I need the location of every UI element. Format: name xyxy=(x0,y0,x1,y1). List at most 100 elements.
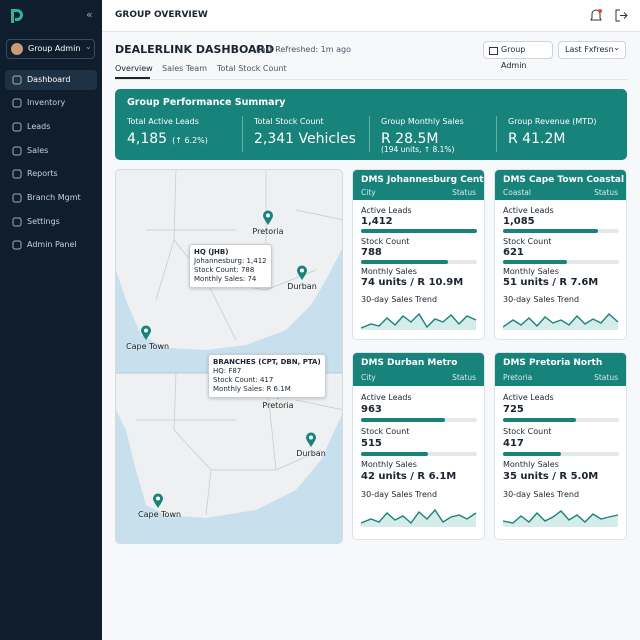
metric-value: 51 units / R 7.6M xyxy=(503,277,599,288)
metric-label: Stock Count xyxy=(503,426,552,436)
nav-item[interactable]: Sales xyxy=(5,141,97,161)
nav-item[interactable]: Branch Mgmt xyxy=(5,188,97,208)
branch-name: DMS Cape Town Coastal xyxy=(503,175,625,185)
map-pin[interactable] xyxy=(296,265,308,281)
progress-fill xyxy=(503,260,567,264)
separator xyxy=(496,116,497,152)
nav-label: Branch Mgmt xyxy=(27,193,81,202)
tooltip: BRANCHES (CPT, DBN, PTA) HQ: F87 Stock Cou… xyxy=(208,354,326,398)
user-select[interactable]: Group Admin ⌄ xyxy=(6,39,95,59)
pin-wrap xyxy=(152,493,164,513)
tooltip-title: HQ (JHB) xyxy=(194,248,229,256)
trend-label: 30-day Sales Trend xyxy=(361,490,438,500)
progress-fill xyxy=(361,417,445,422)
nav-item[interactable]: Leads xyxy=(5,117,97,137)
metric-label: Active Leads xyxy=(503,206,554,215)
progress-track xyxy=(503,451,619,456)
metric-change: (↑ 6.2%) xyxy=(172,136,208,145)
branch-type: City xyxy=(361,372,376,382)
tooltip-line: Stock Count: 788 xyxy=(194,266,255,274)
refresh-dropdown[interactable]: Last Fxfresn ⌄ xyxy=(558,41,626,59)
metric-value: 42 units / R 6.1M xyxy=(361,470,457,482)
nav-item[interactable]: Inventory xyxy=(5,93,97,113)
nav-icon xyxy=(12,169,22,179)
tooltip-title: BRANCHES (CPT, DBN, PTA) xyxy=(213,358,321,366)
collapse[interactable]: « xyxy=(86,8,93,21)
nav-label: Dashboard xyxy=(27,75,71,84)
nav-icon xyxy=(12,146,22,156)
card-header: DMS Pretoria North Pretoria Status xyxy=(495,353,626,386)
summary-card: Group Performance Summary Total Active L… xyxy=(115,89,627,160)
sparkline xyxy=(503,509,619,527)
metric-value: 963 xyxy=(361,403,382,415)
branch-name: DMS Pretoria North xyxy=(503,358,603,369)
nav-icon xyxy=(12,122,22,132)
branch-type: Pretoria xyxy=(503,372,533,382)
nav-item[interactable]: Reports xyxy=(5,164,97,184)
group-button[interactable]: Group Admin xyxy=(483,41,553,70)
logo xyxy=(11,9,23,23)
sparkline xyxy=(361,508,477,527)
metric-label: Total Stock Count xyxy=(254,117,324,126)
metric-value: 4,185 (↑ 6.2%) xyxy=(127,128,208,147)
metric-number: 4,185 xyxy=(127,131,168,147)
tab[interactable]: Overview xyxy=(115,64,153,73)
metric-label: Total Active Leads xyxy=(127,117,199,126)
tooltip-line: Monthly Sales: R 6.1M xyxy=(213,385,291,393)
branch-status: Status xyxy=(594,188,618,197)
user-name: Group Admin xyxy=(28,44,81,53)
nav-label: Admin Panel xyxy=(27,240,77,249)
pin-wrap xyxy=(140,325,152,345)
avatar xyxy=(11,43,23,55)
branch-name: DMS Johannesburg Central xyxy=(361,175,485,185)
metric-value: R 41.2M xyxy=(508,128,565,147)
metric-label: Monthly Sales xyxy=(361,267,417,276)
map-pin[interactable] xyxy=(140,325,152,341)
nav-item[interactable]: Settings xyxy=(5,212,97,232)
tab[interactable]: Total Stock Count xyxy=(217,64,287,73)
branch-status: Status xyxy=(594,372,618,382)
map-label: Pretoria xyxy=(262,401,294,410)
trend-label: 30-day Sales Trend xyxy=(361,295,438,304)
map-pin[interactable] xyxy=(152,493,164,509)
metric-value: 725 xyxy=(503,403,524,415)
pin-wrap xyxy=(262,210,274,230)
sidebar: « Group Admin ⌄ Dashboard Inventory Leads S… xyxy=(0,0,102,640)
progress-fill xyxy=(503,417,577,422)
nav-label: Settings xyxy=(27,217,60,226)
nav-item[interactable]: Admin Panel xyxy=(5,235,97,255)
branch-type: City xyxy=(361,188,376,197)
pin-wrap xyxy=(305,432,317,452)
metric-value: 621 xyxy=(503,247,524,258)
button-label: Group Admin xyxy=(501,45,527,70)
sparkline xyxy=(503,313,619,330)
progress-track xyxy=(361,229,477,233)
tab[interactable]: Sales Team xyxy=(162,64,207,73)
logout[interactable] xyxy=(615,9,628,22)
map-label: Cape Town xyxy=(138,510,182,519)
progress-fill xyxy=(503,451,561,456)
branch-name: DMS Durban Metro xyxy=(361,358,458,369)
metric-change: (194 units, ↑ 8.1%) xyxy=(381,145,455,154)
summary-title: Group Performance Summary xyxy=(127,97,286,108)
nav-icon xyxy=(12,98,22,108)
metric-label: Stock Count xyxy=(361,426,410,436)
nav-item[interactable]: Dashboard xyxy=(5,70,97,90)
map-label: Durban xyxy=(296,449,326,458)
progress-track xyxy=(361,451,477,456)
bell[interactable] xyxy=(590,9,602,22)
calendar-icon xyxy=(489,47,498,55)
tooltip: HQ (JHB) Johannesburg: 1,412 Stock Count: … xyxy=(189,244,272,288)
nav-icon xyxy=(12,193,22,203)
page-title: DEALERLINK DASHBOARD xyxy=(115,43,275,56)
topbar-title: GROUP OVERVIEW xyxy=(115,10,208,20)
branch-card: DMS Pretoria North Pretoria Status Active L… xyxy=(494,352,627,540)
map-pin[interactable] xyxy=(305,432,317,448)
map-pin[interactable] xyxy=(262,210,274,226)
sparkline xyxy=(361,312,477,330)
trend-label: 30-day Sales Trend xyxy=(503,295,580,304)
trend-label: 30-day Sales Trend xyxy=(503,490,580,500)
metric-value: 74 units / R 10.9M xyxy=(361,277,464,288)
